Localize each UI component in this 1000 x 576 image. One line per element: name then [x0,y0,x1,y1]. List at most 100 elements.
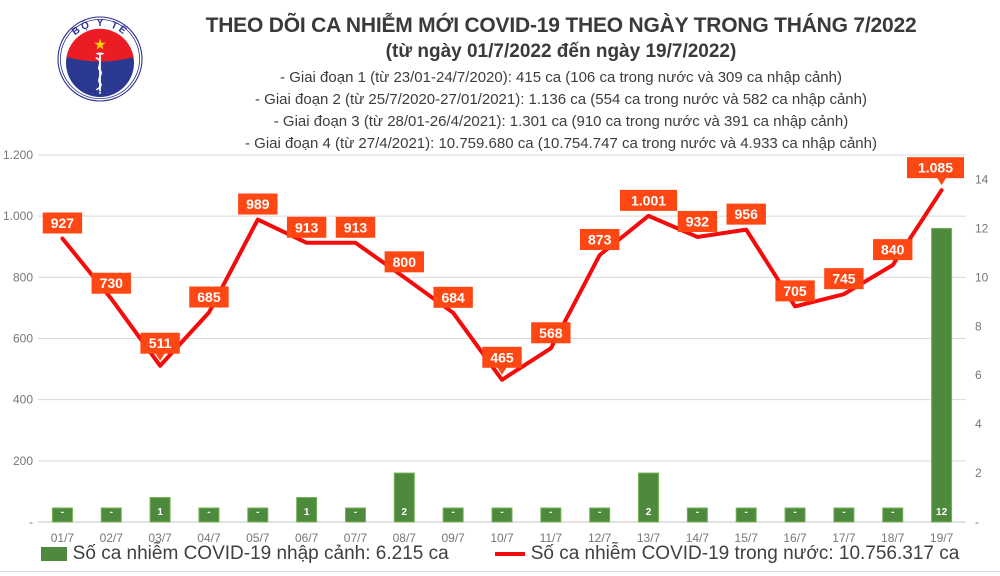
x-axis-label: 13/7 [637,531,661,545]
legend-label-imported: Số ca nhiễm COVID-19 nhập cảnh: 6.215 ca [72,543,449,564]
right-axis-tick-label: 10 [975,270,989,284]
bar-label: 2 [646,507,652,518]
bar-label: 1 [304,507,310,518]
data-label-box [384,251,425,273]
data-label-pointer [497,366,507,375]
x-axis-label: 19/7 [930,531,954,545]
left-axis-tick-label: 1.200 [3,148,33,162]
bar-label: - [256,507,259,518]
left-axis-tick-label: 600 [13,332,33,346]
data-label-box [907,157,964,179]
bar-label: - [549,507,552,518]
import-bar [589,507,611,523]
x-axis-label: 06/7 [295,531,319,545]
data-label-box [189,286,229,308]
bottom-divider [0,571,1000,572]
stage-line-1: - Giai đoạn 1 (từ 23/01-24/7/2020): 415 … [280,69,842,86]
stage-summary-list: - Giai đoạn 1 (từ 23/01-24/7/2020): 415 … [150,67,972,155]
data-label-box [286,216,327,238]
data-label-text: 956 [735,206,759,222]
legend-label-domestic: Số ca nhiễm COVID-19 trong nước: 10.756.… [530,543,960,564]
import-bar [442,507,464,523]
stage-line-3: - Giai đoạn 3 (từ 28/01-26/4/2021): 1.30… [273,113,849,130]
x-axis-label: 04/7 [197,531,221,545]
data-label-text: 913 [344,219,368,235]
bar-label: - [451,507,454,518]
left-axis-tick-label: - [29,515,33,529]
data-label-box [579,229,620,251]
right-axis-tick-label: - [975,515,979,529]
legend-item-domestic: Số ca nhiễm COVID-19 trong nước: 10.756.… [494,543,960,565]
data-label-box [775,280,815,302]
stage-line-4: - Giai đoạn 4 (từ 27/4/2021): 10.759.680… [244,135,877,152]
data-label-text: 684 [441,289,465,305]
x-axis-label: 18/7 [881,531,905,545]
logo-star-icon [94,38,106,50]
x-axis-label: 01/7 [51,531,75,545]
data-label-pointer [155,352,166,361]
x-axis-label: 07/7 [344,531,368,545]
data-label-box [531,322,571,344]
data-label-text: 927 [51,215,75,231]
data-label-box [677,210,718,232]
data-label-box [42,212,83,234]
right-axis-tick-label: 8 [975,319,982,333]
import-bar [149,497,171,523]
data-label-box [335,216,376,238]
x-axis-label: 11/7 [540,531,563,545]
domestic-line [60,188,944,382]
import-bar [198,507,220,523]
import-bar [540,507,562,523]
x-axis-label: 16/7 [783,531,807,545]
data-label-text: 730 [100,275,124,291]
import-bar [344,507,366,523]
bar-label: - [354,507,357,518]
right-axis-tick-label: 6 [975,368,982,382]
logo-snake [95,57,102,91]
left-axis-tick-label: 1.000 [3,209,33,223]
bar-label: - [891,507,894,518]
bar-label: - [842,507,845,518]
legend-line-swatch [494,552,525,556]
data-label-pointer [936,177,947,186]
import-bar [686,507,708,523]
chart-subtitle: (từ ngày 01/7/2022 đến ngày 19/7/2022) [385,41,737,62]
data-label-text: 745 [832,271,856,287]
data-label-text: 989 [246,196,270,212]
bar-label: - [500,507,503,518]
data-label-box [238,193,278,215]
x-axis-label: 05/7 [246,531,270,545]
import-bar [393,472,415,523]
data-label-text: 1.085 [918,160,953,176]
data-label-text: 840 [881,242,905,258]
x-axis-label: 10/7 [490,531,514,545]
x-axis-label: 09/7 [441,531,465,545]
bar-label: - [598,507,601,518]
bar-label: - [207,507,210,518]
data-label-box [91,272,131,294]
data-label-box [824,268,864,290]
data-label-text: 685 [197,289,221,305]
data-label-text: 932 [686,213,710,229]
bar-label: - [793,507,796,518]
data-label-text: 800 [393,254,417,270]
data-label-text: 511 [149,335,172,351]
data-label-text: 465 [490,349,514,365]
data-label-box [873,239,913,261]
data-label-box [726,203,766,225]
chart-legend: Số ca nhiễm COVID-19 nhập cảnh: 6.215 ca… [0,543,1000,565]
legend-bar-swatch [40,547,67,561]
bar-label: - [745,507,748,518]
import-bar [51,507,73,523]
x-axis-label: 03/7 [148,531,172,545]
stage-line-2: - Giai đoạn 2 (từ 25/7/2020-27/01/2021):… [255,91,867,108]
x-axis-label: 02/7 [100,531,124,545]
data-label-box [433,286,473,308]
bar-label: - [61,507,64,518]
ministry-of-health-logo: BỘ Y TẾ MINISTRY OF HEALTH [57,16,143,102]
data-label-text: 568 [539,325,563,341]
data-label-box [482,346,522,368]
right-axis-tick-label: 2 [975,466,982,480]
import-bar [247,507,269,523]
